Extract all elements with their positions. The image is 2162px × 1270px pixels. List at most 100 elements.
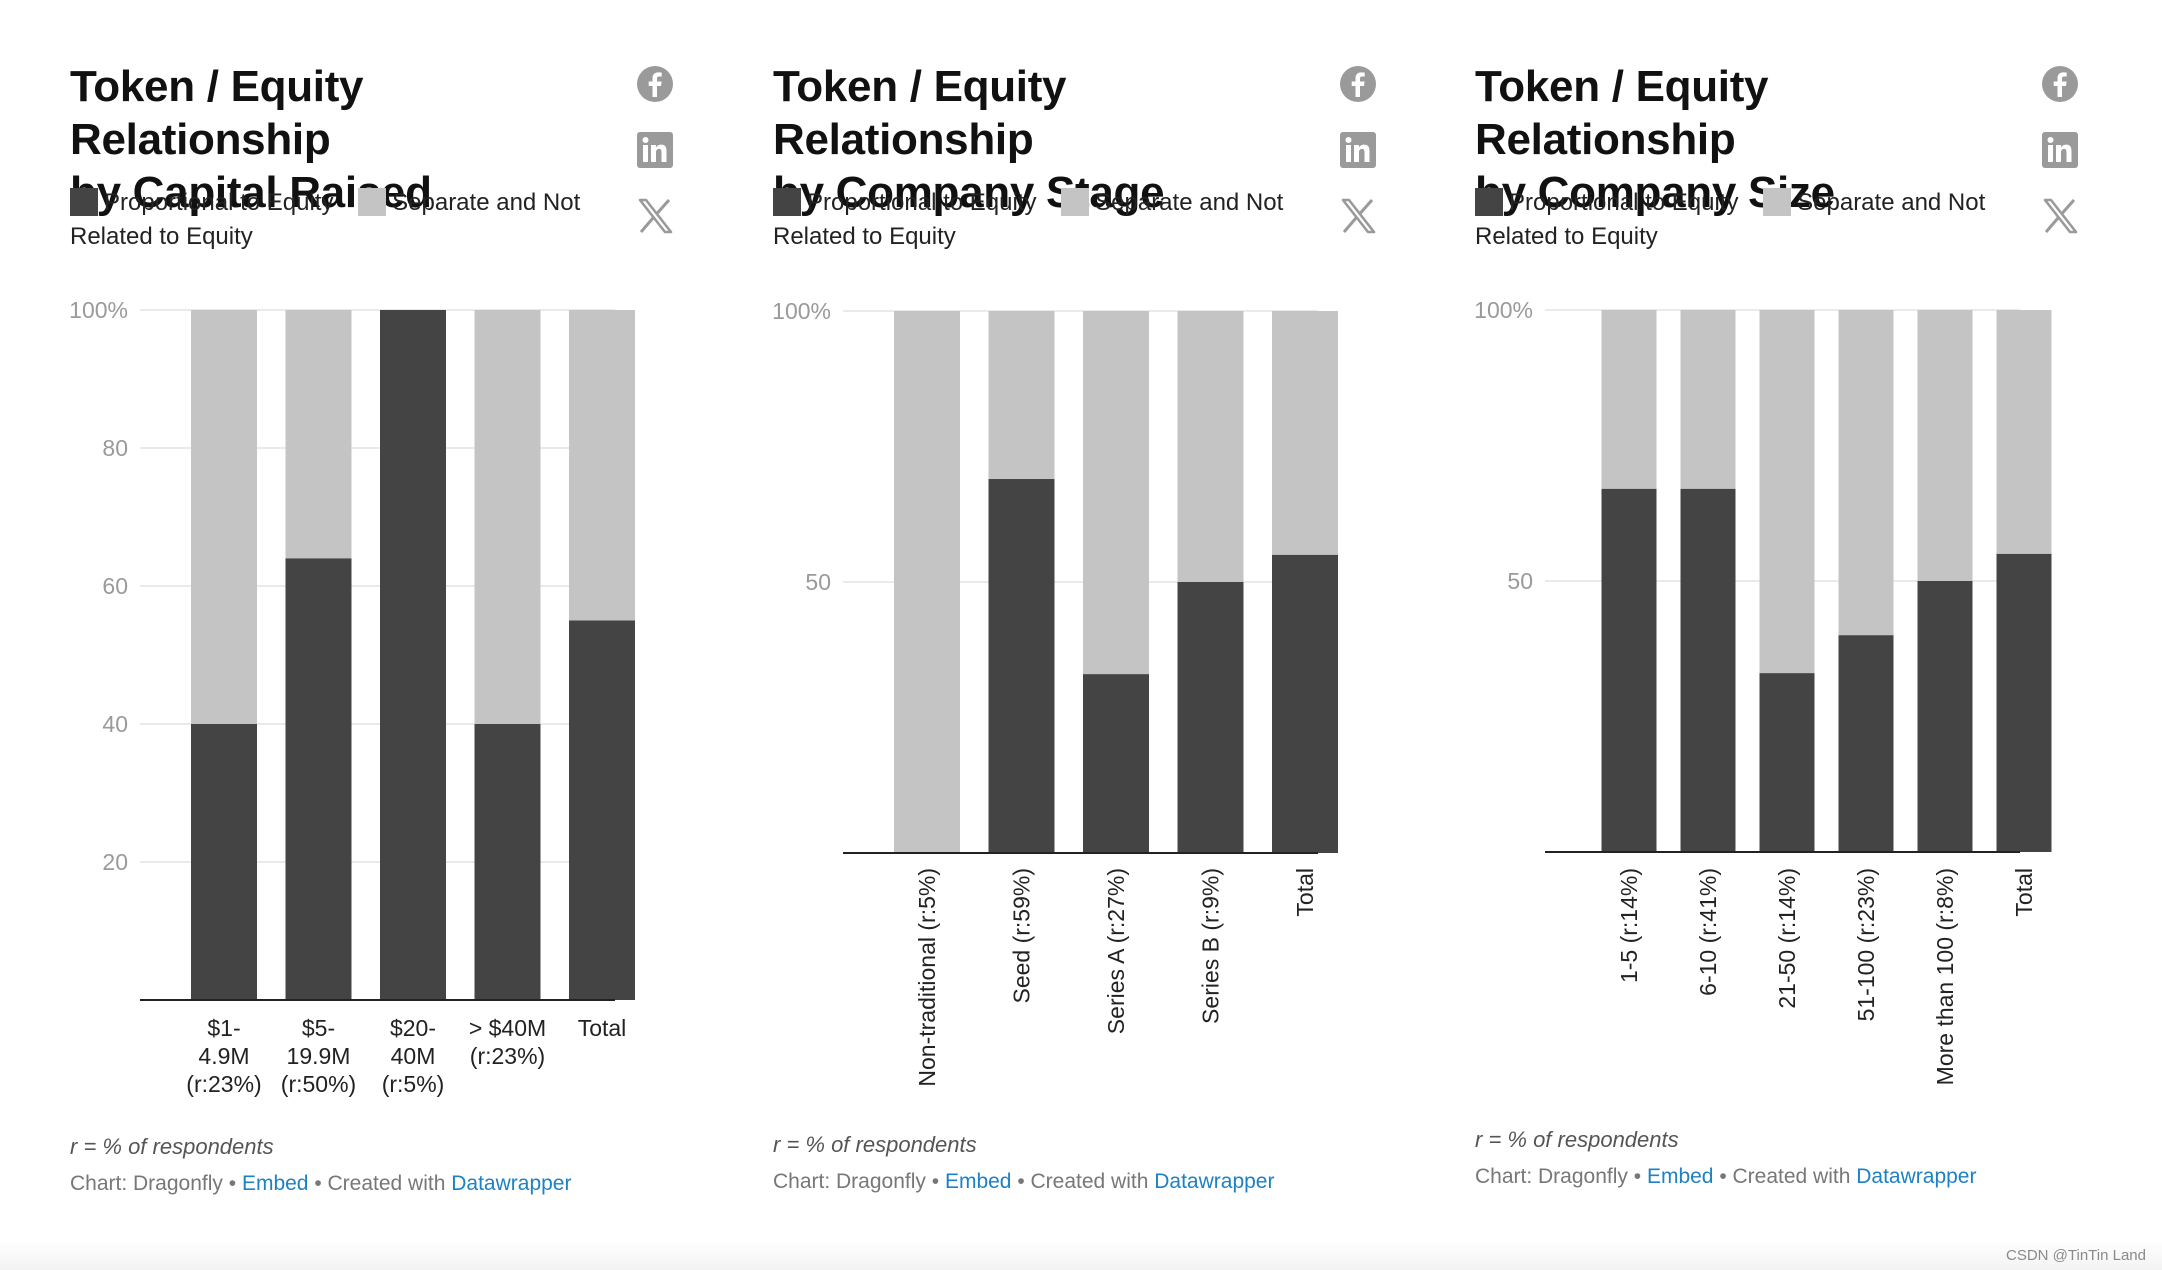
x-category-label: 19.9M xyxy=(287,1043,351,1069)
x-category-label: Series A (r:27%) xyxy=(1103,868,1129,1034)
facebook-icon[interactable] xyxy=(1338,64,1378,104)
datawrapper-link[interactable]: Datawrapper xyxy=(1856,1165,1977,1188)
chart-notes: r = % of respondents Chart: Dragonfly • … xyxy=(1475,1127,2095,1189)
datawrapper-link[interactable]: Datawrapper xyxy=(451,1172,572,1195)
social-links xyxy=(635,64,679,236)
bar-separate xyxy=(1601,310,1657,489)
x-category-label: 21-50 (r:14%) xyxy=(1774,868,1800,1009)
bar-separate xyxy=(1996,310,2052,554)
x-category-label: $5- xyxy=(302,1015,335,1041)
facebook-icon[interactable] xyxy=(2040,64,2080,104)
chart-title-line1: Token / Equity Relationship xyxy=(1475,62,1769,164)
bar-separate xyxy=(1272,311,1338,555)
legend-label-proportional: Proportional to Equity xyxy=(1509,189,1739,216)
y-tick-label: 20 xyxy=(102,849,128,875)
x-category-label: 4.9M xyxy=(198,1043,249,1069)
x-category-label: 6-10 (r:41%) xyxy=(1695,868,1721,996)
bar-proportional xyxy=(380,310,446,1000)
linkedin-icon[interactable] xyxy=(1338,130,1378,170)
bar-proportional xyxy=(1272,554,1338,853)
bar-proportional xyxy=(1680,488,1736,852)
x-category-label: Total xyxy=(1292,868,1318,917)
social-links xyxy=(2040,64,2084,236)
y-tick-label: 60 xyxy=(102,573,128,599)
embed-link[interactable]: Embed xyxy=(241,1172,309,1195)
bar-separate xyxy=(285,310,352,559)
bar-separate xyxy=(191,310,257,724)
legend-swatch-separate xyxy=(358,188,387,216)
facebook-icon[interactable] xyxy=(635,64,675,104)
y-tick-label: 80 xyxy=(102,435,128,461)
bar-separate xyxy=(1917,310,1973,581)
legend-swatch-separate xyxy=(1061,188,1090,216)
legend-label-proportional: Proportional to Equity xyxy=(104,189,334,216)
byline-source: Chart: Dragonfly xyxy=(70,1172,223,1195)
social-links xyxy=(1338,64,1382,236)
x-category-label: 51-100 (r:23%) xyxy=(1853,868,1879,1021)
chart-title-line1: Token / Equity Relationship xyxy=(70,62,364,164)
bar-separate xyxy=(1177,311,1244,582)
legend-label-separate: Separate and Not Related to Equity xyxy=(1475,189,1986,250)
embed-link[interactable]: Embed xyxy=(1646,1165,1714,1188)
x-category-label: $1- xyxy=(207,1015,240,1041)
bar-separate xyxy=(474,310,541,724)
chart-title: Token / Equity Relationship by Company S… xyxy=(1475,60,2035,219)
respondents-note: r = % of respondents xyxy=(773,1132,977,1157)
embed-link[interactable]: Embed xyxy=(944,1170,1012,1193)
bar-proportional xyxy=(1083,674,1149,853)
x-category-label: Non-traditional (r:5%) xyxy=(914,868,940,1087)
bar-chart-capital-raised: 20 40 60 80 100% $1-4.9M(r:23%) $5-19.9M(r:50%… xyxy=(69,297,635,1097)
x-category-label: 1-5 (r:14%) xyxy=(1616,868,1642,983)
legend-swatch-proportional xyxy=(773,188,801,216)
legend-swatch-proportional xyxy=(1475,188,1503,216)
legend-label-separate: Separate and Not Related to Equity xyxy=(773,189,1284,250)
x-icon[interactable] xyxy=(635,196,675,236)
chart-notes: r = % of respondents Chart: Dragonfly • … xyxy=(70,1134,690,1196)
linkedin-icon[interactable] xyxy=(635,130,675,170)
bar-proportional xyxy=(1759,673,1815,852)
legend-label-separate: Separate and Not Related to Equity xyxy=(70,189,581,250)
chart-title-line2: by Company Stage xyxy=(773,168,1165,217)
x-category-label: (r:50%) xyxy=(281,1071,356,1097)
y-tick-label: 50 xyxy=(1507,568,1533,594)
bar-separate xyxy=(988,311,1055,480)
bar-proportional xyxy=(569,620,635,1000)
y-tick-label: 40 xyxy=(102,711,128,737)
bar-proportional xyxy=(191,724,257,1000)
legend-label-proportional: Proportional to Equity xyxy=(807,189,1037,216)
byline-source: Chart: Dragonfly xyxy=(1475,1165,1628,1188)
byline-created: Created with xyxy=(1030,1170,1149,1193)
bar-chart-company-size: 50 100% 1-5 (r:14%) 6-10 (r:41%) 21-50 (r:14… xyxy=(1474,297,2052,1085)
bar-proportional xyxy=(1601,488,1657,852)
chart-legend: Proportional to Equity Separate and Not … xyxy=(1475,186,2035,254)
y-tick-label: 100% xyxy=(69,297,128,323)
y-tick-label: 50 xyxy=(805,569,831,595)
respondents-note: r = % of respondents xyxy=(1475,1127,1679,1152)
x-category-label: > $40M xyxy=(469,1015,546,1041)
x-category-label: (r:23%) xyxy=(186,1071,261,1097)
chart-panel-company-size: Token / Equity Relationship by Company S… xyxy=(1474,0,2162,1240)
chart-panel-company-stage: Token / Equity Relationship by Company S… xyxy=(772,0,1473,1240)
linkedin-icon[interactable] xyxy=(2040,130,2080,170)
x-category-label: Total xyxy=(578,1015,627,1041)
chart-byline: Chart: Dragonfly • Embed • Created with … xyxy=(70,1172,572,1195)
chart-byline: Chart: Dragonfly • Embed • Created with … xyxy=(773,1170,1275,1193)
bar-proportional xyxy=(285,558,352,1000)
x-icon[interactable] xyxy=(1338,196,1378,236)
chart-title: Token / Equity Relationship by Company S… xyxy=(773,60,1333,219)
bar-proportional xyxy=(1996,553,2052,852)
chart-notes: r = % of respondents Chart: Dragonfly • … xyxy=(773,1132,1393,1194)
datawrapper-link[interactable]: Datawrapper xyxy=(1154,1170,1275,1193)
x-category-label: Total xyxy=(2011,868,2037,917)
chart-byline: Chart: Dragonfly • Embed • Created with … xyxy=(1475,1165,1977,1188)
bar-separate xyxy=(1083,311,1149,675)
x-category-label: Seed (r:59%) xyxy=(1009,868,1035,1004)
x-category-label: $20- xyxy=(390,1015,436,1041)
respondents-note: r = % of respondents xyxy=(70,1134,274,1159)
bar-proportional xyxy=(1838,635,1894,852)
legend-swatch-separate xyxy=(1763,188,1792,216)
chart-panel-capital-raised: Token / Equity Relationship by Capital R… xyxy=(69,0,770,1240)
x-icon[interactable] xyxy=(2040,196,2080,236)
legend-swatch-proportional xyxy=(70,188,98,216)
byline-source: Chart: Dragonfly xyxy=(773,1170,926,1193)
